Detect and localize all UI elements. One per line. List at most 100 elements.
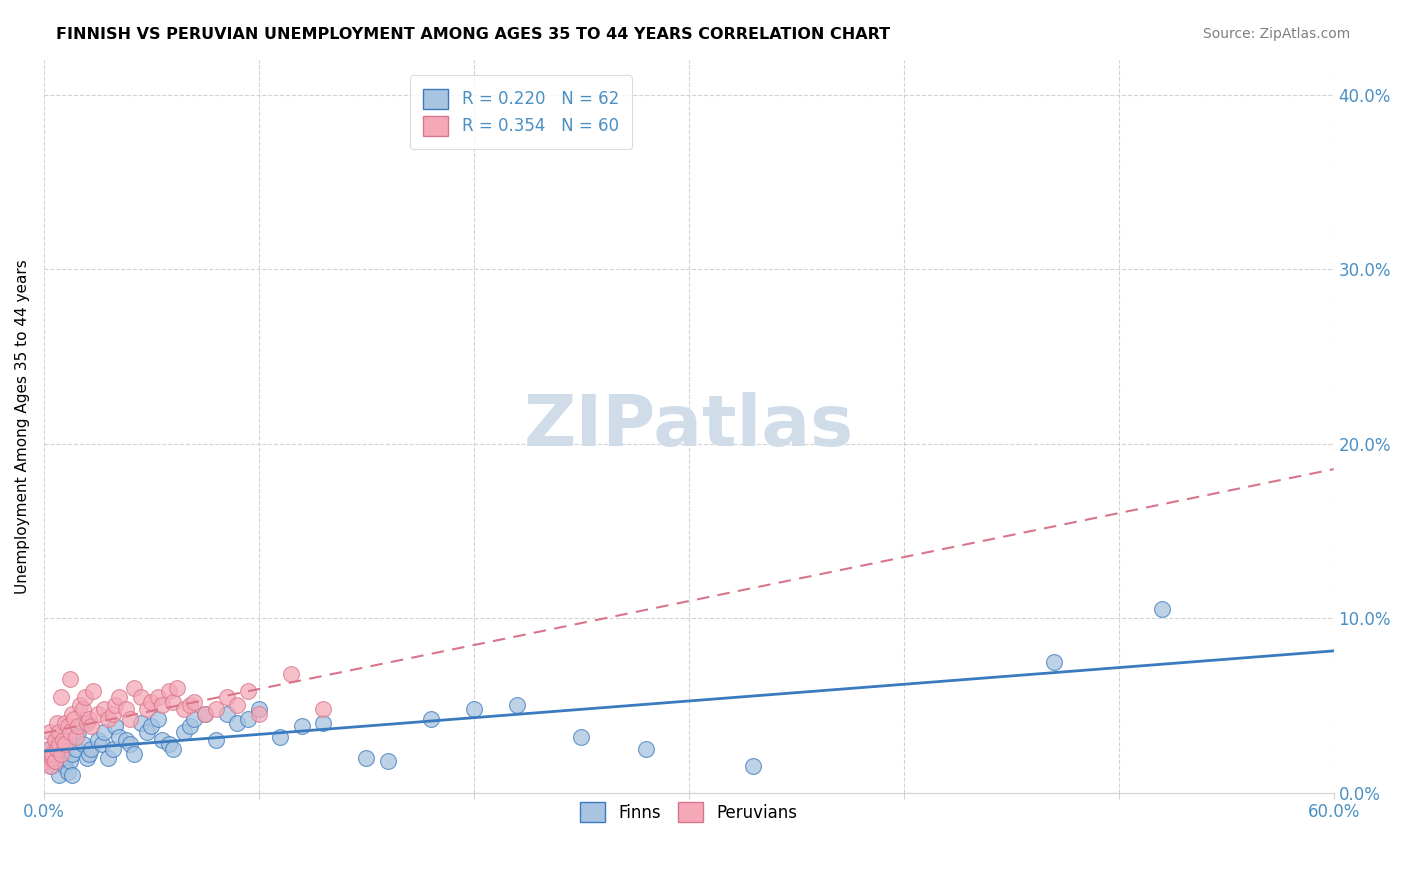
Point: [41, 750, 63, 764]
Point: [67, 724, 90, 739]
Point: [162, 742, 184, 756]
Point: [76, 750, 98, 764]
Point: [173, 724, 195, 739]
Point: [226, 698, 249, 713]
Point: [93, 702, 115, 716]
Point: [179, 698, 201, 713]
Point: [97, 712, 120, 726]
Point: [56, 764, 79, 779]
Point: [463, 702, 485, 716]
Point: [48, 768, 70, 782]
Legend: Finns, Peruvians: Finns, Peruvians: [567, 789, 811, 836]
Point: [55, 759, 77, 773]
Point: [67, 719, 90, 733]
Point: [49, 690, 72, 704]
Point: [108, 690, 131, 704]
Point: [101, 707, 124, 722]
Point: [44, 747, 66, 762]
Point: [1150, 602, 1173, 616]
Point: [69, 698, 91, 713]
Point: [48, 724, 70, 739]
Point: [215, 707, 238, 722]
Point: [101, 742, 124, 756]
Point: [215, 690, 238, 704]
Point: [157, 684, 180, 698]
Point: [45, 742, 67, 756]
Point: [114, 702, 136, 716]
Point: [41, 759, 63, 773]
Point: [141, 719, 163, 733]
Point: [194, 707, 217, 722]
Point: [247, 702, 270, 716]
Point: [236, 684, 259, 698]
Point: [312, 702, 335, 716]
Point: [80, 742, 103, 756]
Point: [37, 742, 59, 756]
Point: [108, 730, 131, 744]
Point: [59, 672, 82, 686]
Point: [419, 712, 441, 726]
Point: [45, 750, 67, 764]
Point: [291, 719, 314, 733]
Point: [506, 698, 529, 713]
Point: [236, 712, 259, 726]
Point: [205, 702, 228, 716]
Point: [97, 750, 120, 764]
Point: [49, 737, 72, 751]
Point: [226, 715, 249, 730]
Point: [141, 695, 163, 709]
Point: [312, 715, 335, 730]
Point: [44, 733, 66, 747]
Point: [129, 715, 152, 730]
Point: [73, 690, 96, 704]
Point: [35, 754, 58, 768]
Point: [45, 733, 67, 747]
Text: ZIPatlas: ZIPatlas: [523, 392, 853, 460]
Point: [157, 737, 180, 751]
Point: [194, 707, 217, 722]
Point: [146, 690, 169, 704]
Point: [39, 742, 62, 756]
Point: [173, 702, 195, 716]
Point: [634, 742, 657, 756]
Point: [86, 733, 108, 747]
Point: [41, 747, 63, 762]
Point: [65, 730, 87, 744]
Point: [49, 742, 72, 756]
Point: [60, 707, 83, 722]
Point: [129, 690, 152, 704]
Point: [93, 724, 115, 739]
Point: [122, 681, 145, 695]
Point: [72, 715, 94, 730]
Point: [280, 667, 302, 681]
Point: [114, 733, 136, 747]
Text: Source: ZipAtlas.com: Source: ZipAtlas.com: [1202, 27, 1350, 41]
Point: [60, 768, 83, 782]
Point: [150, 733, 173, 747]
Point: [45, 715, 67, 730]
Point: [1043, 655, 1066, 669]
Point: [179, 719, 201, 733]
Point: [77, 712, 100, 726]
Point: [59, 724, 82, 739]
Point: [146, 712, 169, 726]
Point: [377, 754, 399, 768]
Point: [72, 737, 94, 751]
Point: [82, 684, 104, 698]
Y-axis label: Unemployment Among Ages 35 to 44 years: Unemployment Among Ages 35 to 44 years: [15, 259, 30, 593]
Point: [356, 750, 378, 764]
Point: [247, 707, 270, 722]
Point: [60, 747, 83, 762]
Point: [59, 754, 82, 768]
Point: [44, 754, 66, 768]
Text: FINNISH VS PERUVIAN UNEMPLOYMENT AMONG AGES 35 TO 44 YEARS CORRELATION CHART: FINNISH VS PERUVIAN UNEMPLOYMENT AMONG A…: [56, 27, 890, 42]
Point: [90, 737, 112, 751]
Point: [44, 754, 66, 768]
Point: [104, 698, 127, 713]
Point: [56, 719, 79, 733]
Point: [742, 759, 765, 773]
Point: [39, 759, 62, 773]
Point: [136, 724, 159, 739]
Point: [55, 750, 77, 764]
Point: [118, 737, 141, 751]
